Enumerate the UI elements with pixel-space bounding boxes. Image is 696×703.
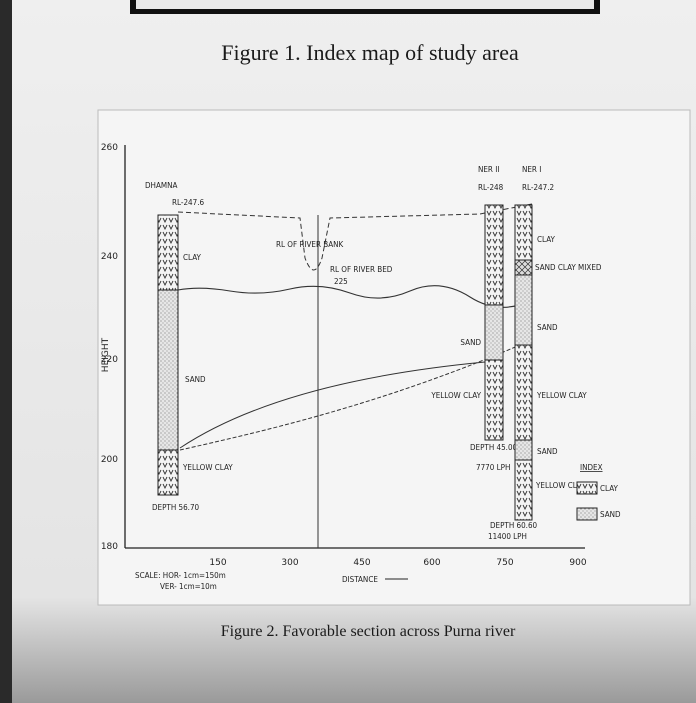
well-name: NER II (478, 165, 499, 174)
layer-label: SAND (460, 338, 481, 347)
layer-label: CLAY (537, 235, 556, 244)
y-tick-label: 180 (101, 542, 118, 552)
clay-layer (484, 359, 504, 441)
index-swatch (576, 481, 598, 495)
boundary-line (179, 344, 521, 451)
well-yield: 7770 LPH (476, 463, 510, 472)
mixed-layer (514, 259, 533, 276)
figure-caption: Figure 2. Favorable section across Purna… (221, 623, 516, 640)
y-tick-label: 200 (101, 455, 118, 465)
layer-label: SAND (537, 323, 558, 332)
x-tick-label: 750 (496, 558, 513, 568)
x-tick-label: 150 (209, 558, 226, 568)
layer-label: YELLOW CLAY (535, 481, 586, 490)
well-depth: DEPTH 56.70 (152, 503, 200, 512)
ground-line (177, 203, 533, 271)
y-axis-label: HEIGHT (101, 337, 111, 372)
clay-layer (484, 204, 504, 306)
scale-label: VER- 1cm=10m (160, 582, 217, 591)
clay-layer (514, 459, 533, 521)
figure-caption: Figure 1. Index map of study area (221, 40, 519, 65)
sand-layer (514, 439, 533, 461)
layer-label: CLAY (183, 253, 202, 262)
figure-panel (97, 109, 691, 606)
x-tick-label: 900 (569, 558, 586, 568)
layer-label: YELLOW CLAY (430, 391, 481, 400)
index-label: CLAY (600, 484, 619, 493)
x-tick-label: 300 (281, 558, 298, 568)
layer-label: SAND (185, 375, 206, 384)
clay-layer (157, 449, 179, 496)
index-title: INDEX (580, 463, 603, 472)
water-table (177, 285, 533, 308)
well-rl: RL-247.2 (522, 183, 554, 192)
river-bed-level: 225 (334, 277, 348, 286)
well-rl: RL-247.6 (172, 198, 204, 207)
well-rl: RL-248 (478, 183, 504, 192)
well-name: DHAMNA (145, 181, 177, 190)
x-tick-label: 600 (423, 558, 440, 568)
index-swatch (576, 507, 598, 521)
x-axis-label: DISTANCE (342, 575, 378, 584)
boundary-line (179, 361, 486, 449)
top-strip-inner (136, 0, 594, 9)
layer-label: YELLOW CLAY (536, 391, 587, 400)
scale-label: SCALE: HOR- 1cm=150m (135, 571, 226, 580)
sand-layer (514, 274, 533, 346)
layer-label: SAND (537, 447, 558, 456)
layer-label: YELLOW CLAY (182, 463, 233, 472)
y-tick-label: 220 (101, 355, 118, 365)
y-tick-label: 260 (101, 143, 118, 153)
river-bed-label: RL OF RIVER BED (330, 265, 393, 274)
y-tick-label: 240 (101, 252, 118, 262)
index-label: SAND (600, 510, 621, 519)
clay-layer (157, 214, 179, 291)
well-depth: DEPTH 60.60 (490, 521, 538, 530)
well-depth: DEPTH 45.00 (470, 443, 518, 452)
river-bank-label: RL OF RIVER BANK (276, 240, 344, 249)
clay-layer (514, 204, 533, 261)
sand-layer (157, 289, 179, 451)
well-yield: 11400 LPH (488, 532, 527, 541)
sand-layer (484, 304, 504, 361)
layer-label: SAND CLAY MIXED (535, 263, 602, 272)
x-tick-label: 450 (353, 558, 370, 568)
clay-layer (514, 344, 533, 441)
well-name: NER I (522, 165, 541, 174)
